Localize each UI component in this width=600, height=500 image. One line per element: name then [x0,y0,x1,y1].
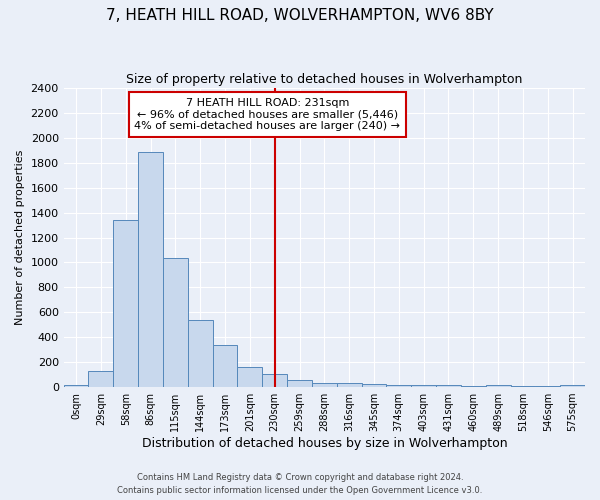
Bar [436,384,461,387]
Bar [113,220,138,387]
Bar [511,386,535,387]
Bar [212,344,238,387]
Bar [535,386,560,387]
Bar [188,320,212,387]
Bar [461,386,485,387]
Bar [312,382,337,387]
Text: Contains HM Land Registry data © Crown copyright and database right 2024.
Contai: Contains HM Land Registry data © Crown c… [118,474,482,495]
Bar [163,258,188,387]
Bar [337,384,362,387]
Bar [287,380,312,387]
Bar [138,152,163,387]
Bar [485,384,511,387]
Title: Size of property relative to detached houses in Wolverhampton: Size of property relative to detached ho… [126,72,523,86]
Bar [64,384,88,387]
Bar [88,371,113,387]
Bar [411,384,436,387]
Bar [560,384,585,387]
Bar [238,366,262,387]
Y-axis label: Number of detached properties: Number of detached properties [15,150,25,326]
X-axis label: Distribution of detached houses by size in Wolverhampton: Distribution of detached houses by size … [142,437,507,450]
Text: 7, HEATH HILL ROAD, WOLVERHAMPTON, WV6 8BY: 7, HEATH HILL ROAD, WOLVERHAMPTON, WV6 8… [106,8,494,22]
Bar [386,384,411,387]
Bar [362,384,386,387]
Text: 7 HEATH HILL ROAD: 231sqm
← 96% of detached houses are smaller (5,446)
4% of sem: 7 HEATH HILL ROAD: 231sqm ← 96% of detac… [134,98,400,131]
Bar [262,374,287,387]
